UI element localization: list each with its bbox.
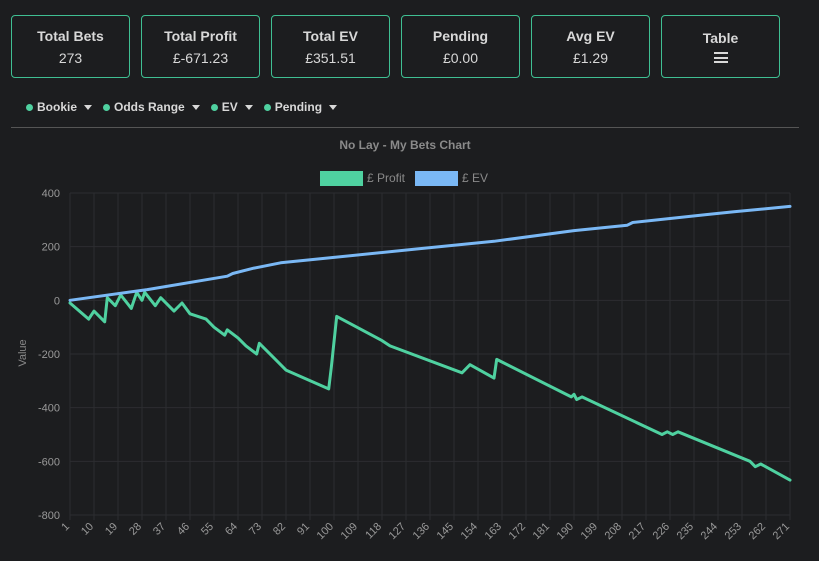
profit-ev-chart: No Lay - My Bets Chart £ Profit £ EV 400 200… — [17, 138, 792, 542]
x-tick-label: 91 — [295, 521, 312, 538]
x-tick-label: 199 — [579, 521, 600, 542]
x-tick-label: 55 — [199, 521, 216, 538]
x-tick-label: 28 — [127, 521, 144, 538]
filter-bookie[interactable]: Bookie — [26, 100, 93, 114]
stat-title: Table — [702, 30, 739, 46]
x-tick-label: 235 — [675, 521, 696, 542]
divider — [11, 127, 799, 128]
x-tick-label: 10 — [79, 521, 96, 538]
y-axis-label: Value — [17, 339, 29, 366]
x-tick-label: 1 — [59, 521, 72, 534]
stat-value: £351.51 — [305, 49, 356, 66]
legend-swatch — [415, 171, 458, 186]
y-tick-label: 400 — [42, 188, 60, 200]
stat-card-table[interactable]: Table — [661, 15, 780, 78]
x-tick-label: 82 — [271, 521, 288, 538]
dot-icon — [210, 103, 218, 111]
filter-bar: Bookie Odds Range EV Pending — [26, 100, 338, 114]
stat-title: Avg EV — [566, 27, 615, 44]
chevron-down-icon — [329, 104, 338, 110]
x-tick-label: 190 — [555, 521, 576, 542]
chevron-down-icon — [244, 104, 253, 110]
y-tick-label: 200 — [42, 242, 60, 254]
chart-title: No Lay - My Bets Chart — [339, 138, 470, 152]
dot-icon — [26, 103, 33, 111]
dot-icon — [103, 103, 111, 111]
dot-icon — [263, 103, 271, 111]
stat-card-total-ev[interactable]: Total EV £351.51 — [271, 15, 390, 78]
x-tick-label: 73 — [247, 521, 264, 538]
chevron-down-icon — [191, 104, 200, 110]
legend-swatch — [320, 171, 363, 186]
x-tick-label: 262 — [747, 521, 768, 542]
series-line-ev — [68, 204, 792, 302]
stat-card-avg-ev[interactable]: Avg EV £1.29 — [531, 15, 650, 78]
x-tick-label: 127 — [387, 521, 408, 542]
list-icon — [713, 52, 728, 63]
legend-label: £ EV — [462, 171, 488, 185]
stat-value: £-671.23 — [172, 49, 229, 66]
stat-card-total-profit[interactable]: Total Profit £-671.23 — [141, 15, 260, 78]
legend-label: £ Profit — [367, 171, 406, 185]
filter-odds-range[interactable]: Odds Range — [103, 100, 200, 114]
x-tick-label: 136 — [411, 521, 432, 542]
y-tick-label: 0 — [54, 295, 60, 307]
stat-title: Total Profit — [164, 27, 237, 44]
stat-value: £1.29 — [572, 49, 609, 66]
x-tick-label: 271 — [771, 521, 792, 542]
filter-label: Bookie — [37, 100, 78, 114]
filter-label: Odds Range — [114, 100, 185, 114]
x-tick-label: 163 — [483, 521, 504, 542]
x-tick-label: 253 — [723, 521, 744, 542]
series-line-profit — [68, 290, 792, 482]
stat-title: Pending — [432, 27, 489, 44]
x-tick-label: 208 — [603, 521, 624, 542]
filter-label: Pending — [274, 100, 323, 114]
x-tick-label: 172 — [507, 521, 528, 542]
x-tick-label: 64 — [223, 521, 240, 538]
stat-value: 273 — [58, 49, 83, 66]
y-tick-label: -200 — [38, 349, 60, 361]
x-tick-label: 154 — [459, 521, 480, 542]
y-tick-label: -800 — [38, 510, 60, 522]
stat-card-pending[interactable]: Pending £0.00 — [401, 15, 520, 78]
stat-row: Total Bets 273 Total Profit £-671.23 Total E… — [11, 15, 780, 78]
x-tick-label: 145 — [435, 521, 456, 542]
stat-card-total-bets[interactable]: Total Bets 273 — [11, 15, 130, 78]
x-tick-label: 118 — [363, 521, 384, 542]
x-tick-label: 109 — [339, 521, 360, 542]
stat-title: Total EV — [303, 27, 358, 44]
filter-ev[interactable]: EV — [210, 100, 253, 114]
x-tick-label: 244 — [699, 521, 720, 542]
y-tick-label: -600 — [38, 456, 60, 468]
filter-pending[interactable]: Pending — [263, 100, 338, 114]
x-tick-label: 46 — [175, 521, 192, 538]
x-tick-label: 226 — [651, 521, 672, 542]
filter-label: EV — [221, 100, 238, 114]
chevron-down-icon — [84, 104, 93, 110]
stat-value: £0.00 — [442, 49, 479, 66]
stat-title: Total Bets — [37, 27, 104, 44]
x-tick-label: 100 — [315, 521, 336, 542]
x-tick-label: 19 — [103, 521, 120, 538]
x-tick-label: 181 — [531, 521, 552, 542]
y-tick-label: -400 — [38, 403, 60, 415]
x-tick-label: 37 — [151, 521, 168, 538]
x-tick-label: 217 — [627, 521, 648, 542]
